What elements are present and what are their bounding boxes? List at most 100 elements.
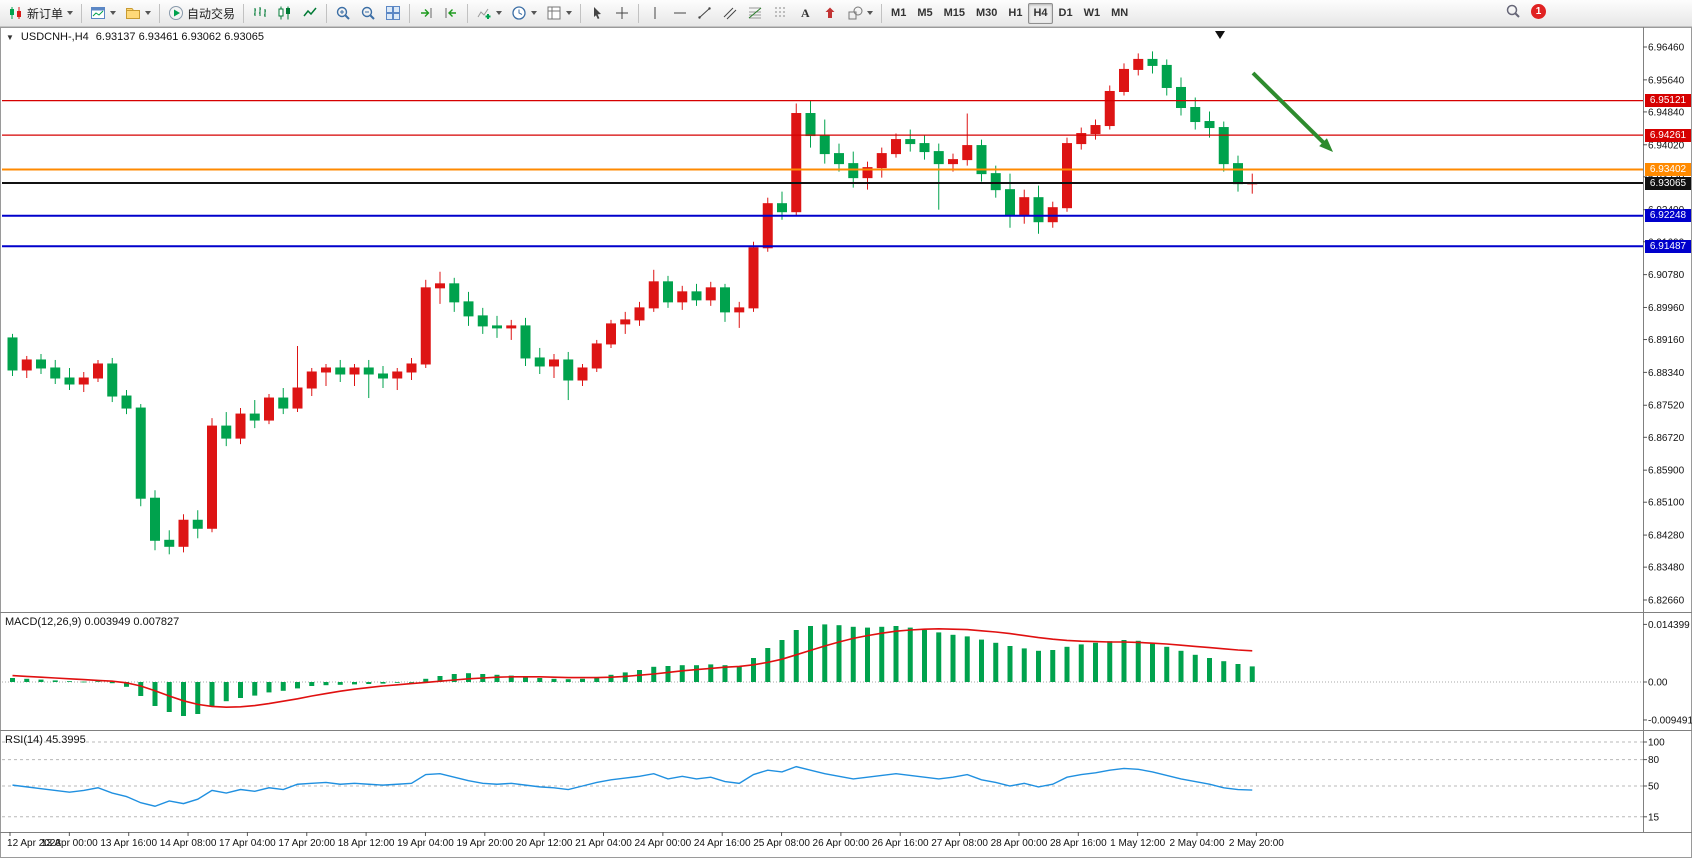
svg-text:6.96460: 6.96460 <box>1648 43 1685 54</box>
channel-tool-icon <box>722 5 738 21</box>
price-tag-6.95121: 6.95121 <box>1645 94 1691 108</box>
auto-scroll-icon <box>418 5 434 21</box>
toolbar-separator <box>409 3 411 23</box>
timeframe-H1[interactable]: H1 <box>1008 7 1023 19</box>
autotrading-button[interactable]: 自动交易 <box>164 2 239 25</box>
indicators-button[interactable] <box>472 2 506 25</box>
candle-chart-mode-button[interactable] <box>273 2 297 25</box>
svg-text:17 Apr 04:00: 17 Apr 04:00 <box>219 838 276 849</box>
svg-text:25 Apr 08:00: 25 Apr 08:00 <box>753 838 810 849</box>
timeframe-W1[interactable]: W1 <box>1083 7 1101 19</box>
templates-button[interactable] <box>542 2 576 25</box>
price-tag-6.91487: 6.91487 <box>1645 239 1691 253</box>
time-axis[interactable] <box>9 832 1257 836</box>
fibonacci-tool-button[interactable] <box>743 2 767 25</box>
svg-text:-0.009491: -0.009491 <box>1648 715 1692 726</box>
svg-text:2 May 20:00: 2 May 20:00 <box>1229 838 1284 849</box>
indicators-dropdown-icon[interactable] <box>496 11 503 15</box>
new-chart-button[interactable] <box>86 2 120 25</box>
toolbar-separator <box>580 3 582 23</box>
svg-text:13 Apr 16:00: 13 Apr 16:00 <box>100 838 157 849</box>
macd-histogram <box>10 624 1255 716</box>
toolbar-separator <box>881 3 883 23</box>
notification-badge[interactable]: 1 <box>1531 3 1546 19</box>
svg-text:50: 50 <box>1648 782 1660 793</box>
svg-text:6.88340: 6.88340 <box>1648 368 1685 379</box>
shapes-tool-icon <box>847 5 863 21</box>
new-order-dropdown-icon[interactable] <box>67 11 74 15</box>
channel-tool-button[interactable] <box>718 2 742 25</box>
svg-text:6.84280: 6.84280 <box>1648 531 1685 542</box>
svg-text:6.86720: 6.86720 <box>1648 433 1685 444</box>
cycle-lines-tool-button[interactable] <box>768 2 792 25</box>
one-click-collapse-icon[interactable]: ▼ <box>6 32 14 42</box>
timeframe-M30[interactable]: M30 <box>976 7 998 19</box>
rsi-label: RSI(14) 45.3995 <box>5 734 86 746</box>
new-order-button[interactable]: 新订单 <box>4 2 77 25</box>
chart-shift-marker-icon[interactable] <box>1215 31 1225 39</box>
crosshair-button[interactable] <box>610 2 634 25</box>
price-tag-6.93065: 6.93065 <box>1645 176 1691 190</box>
cursor-button[interactable] <box>585 2 609 25</box>
chart-window: 6.964606.956406.948406.940206.932206.924… <box>0 27 1692 858</box>
tile-windows-button[interactable] <box>381 2 405 25</box>
chart-shift-button[interactable] <box>439 2 463 25</box>
svg-text:2 May 04:00: 2 May 04:00 <box>1169 838 1224 849</box>
trend-arrow-head <box>1319 138 1333 152</box>
vertical-line-tool-button[interactable] <box>643 2 667 25</box>
trendline-tool-icon <box>697 5 713 21</box>
price-chart-svg: 6.964606.956406.948406.940206.932206.924… <box>0 27 1692 858</box>
shapes-tool-dropdown-icon[interactable] <box>867 11 874 15</box>
text-tool-button[interactable]: A <box>793 2 817 25</box>
svg-text:19 Apr 04:00: 19 Apr 04:00 <box>397 838 454 849</box>
svg-text:12 Apr 2023: 12 Apr 2023 <box>7 838 61 849</box>
horizontal-line-tool-icon <box>672 5 688 21</box>
trendline-tool-button[interactable] <box>693 2 717 25</box>
bar-chart-mode-icon <box>252 5 268 21</box>
zoom-in-icon <box>335 5 351 21</box>
profiles-dropdown-icon[interactable] <box>145 11 152 15</box>
svg-text:24 Apr 16:00: 24 Apr 16:00 <box>694 838 751 849</box>
svg-text:21 Apr 04:00: 21 Apr 04:00 <box>575 838 632 849</box>
auto-scroll-button[interactable] <box>414 2 438 25</box>
toolbar-separator <box>81 3 83 23</box>
tile-windows-icon <box>385 5 401 21</box>
periods-button[interactable] <box>507 2 541 25</box>
new-chart-dropdown-icon[interactable] <box>110 11 117 15</box>
price-tag-6.94261: 6.94261 <box>1645 128 1691 142</box>
new-chart-icon <box>90 5 106 21</box>
search-icon[interactable] <box>1505 3 1521 19</box>
timeframe-M1[interactable]: M1 <box>891 7 907 19</box>
profiles-button[interactable] <box>121 2 155 25</box>
candlestick-series <box>7 51 1258 555</box>
line-chart-mode-icon <box>302 5 318 21</box>
line-chart-mode-button[interactable] <box>298 2 322 25</box>
macd-axis <box>1643 623 1647 721</box>
zoom-in-button[interactable] <box>331 2 355 25</box>
svg-text:27 Apr 08:00: 27 Apr 08:00 <box>931 838 988 849</box>
timeframe-M15[interactable]: M15 <box>943 7 965 19</box>
timeframe-D1[interactable]: D1 <box>1058 7 1073 19</box>
timeframe-MN[interactable]: MN <box>1111 7 1129 19</box>
templates-icon <box>546 5 562 21</box>
svg-text:80: 80 <box>1648 755 1660 766</box>
toolbar: 新订单 自动交易 A M1 M5 M15 M30 H1 H4 D1 W1 MN <box>0 0 1692 27</box>
timeframe-H4[interactable]: H4 <box>1028 2 1053 24</box>
horizontal-line-tool-button[interactable] <box>668 2 692 25</box>
arrows-tool-button[interactable] <box>818 2 842 25</box>
shapes-tool-button[interactable] <box>843 2 877 25</box>
macd-signal-line <box>12 627 1253 709</box>
periods-dropdown-icon[interactable] <box>531 11 538 15</box>
templates-dropdown-icon[interactable] <box>566 11 573 15</box>
trend-arrow[interactable] <box>1251 71 1329 148</box>
timeframe-M5[interactable]: M5 <box>917 7 933 19</box>
svg-text:0.00: 0.00 <box>1648 678 1668 689</box>
zoom-out-button[interactable] <box>356 2 380 25</box>
chart-ohlc-header: ▼ USDCNH-,H4 6.93137 6.93461 6.93062 6.9… <box>6 31 264 43</box>
svg-text:6.89960: 6.89960 <box>1648 303 1685 314</box>
zoom-out-icon <box>360 5 376 21</box>
svg-text:6.89160: 6.89160 <box>1648 335 1685 346</box>
bar-chart-mode-button[interactable] <box>248 2 272 25</box>
profiles-icon <box>125 5 141 21</box>
